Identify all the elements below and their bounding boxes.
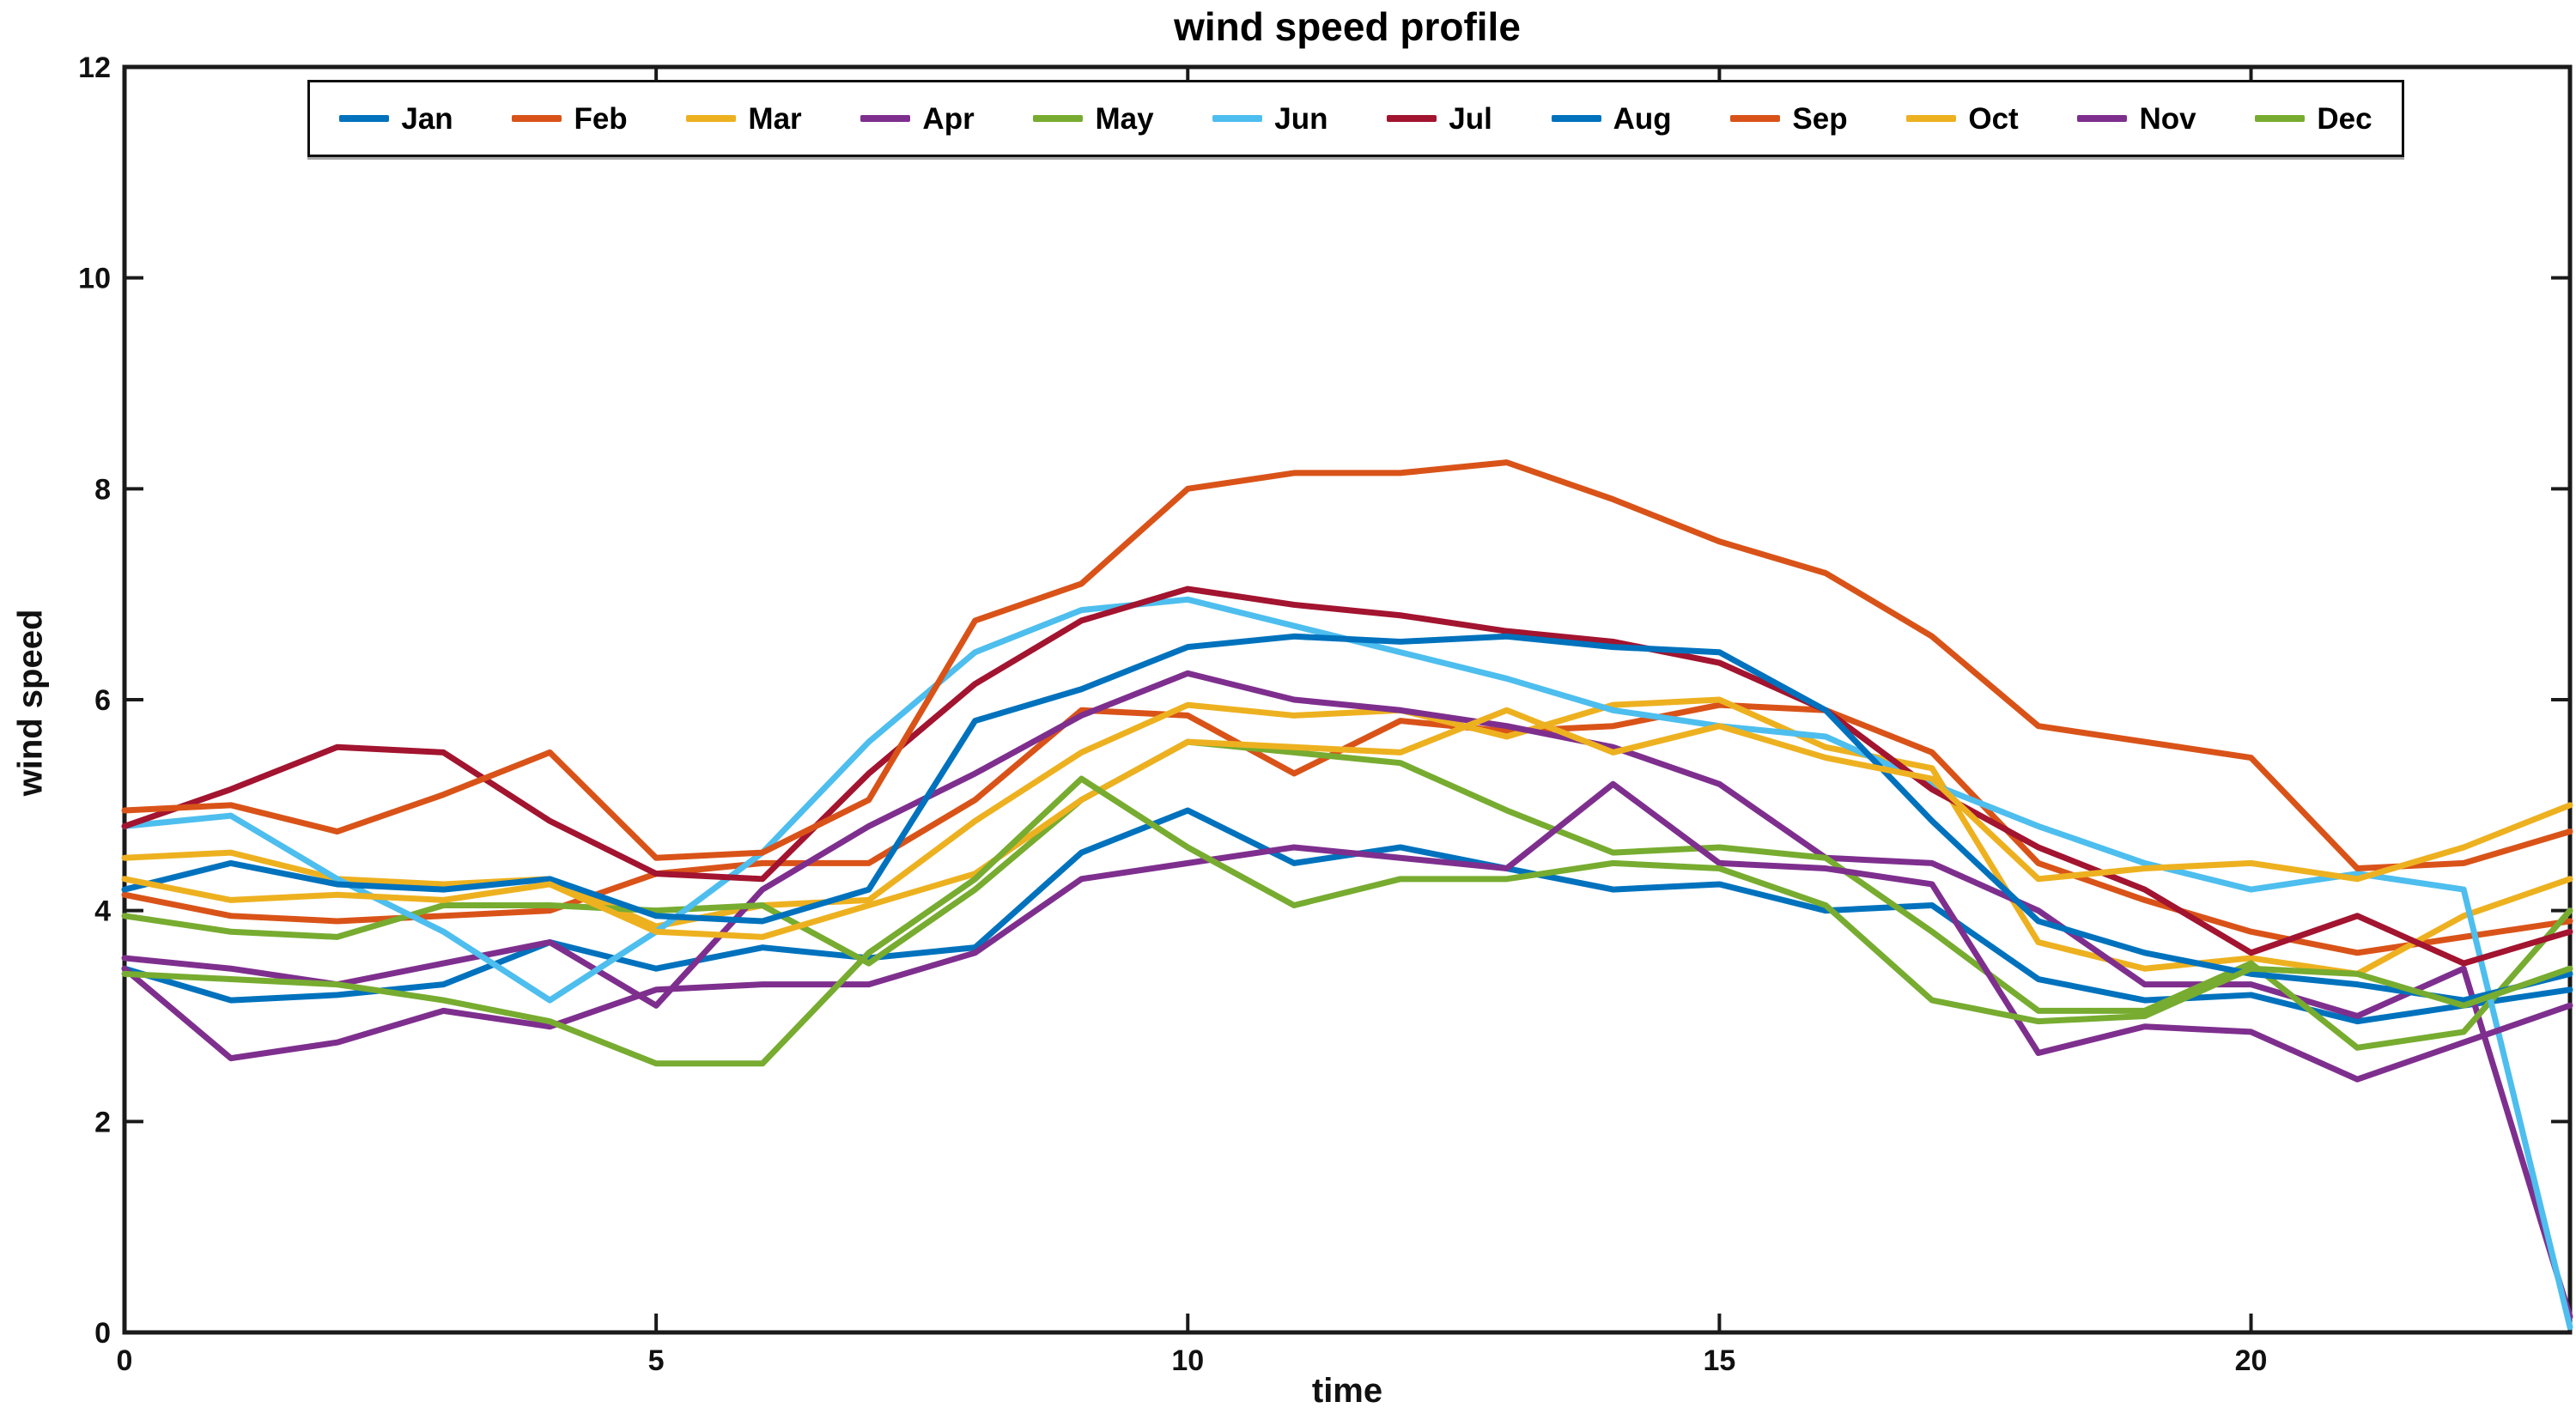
chart-title: wind speed profile bbox=[1174, 4, 1521, 49]
legend-item-apr: Apr bbox=[860, 101, 975, 136]
legend-label-jan: Jan bbox=[401, 101, 453, 136]
series-line-apr bbox=[121, 670, 2573, 1320]
legend-label-nov: Nov bbox=[2139, 101, 2196, 136]
legend-label-dec: Dec bbox=[2317, 101, 2372, 136]
legend-swatch-mar bbox=[686, 115, 737, 122]
y-tick-label: 6 bbox=[94, 684, 111, 717]
legend-swatch-sep bbox=[1730, 115, 1781, 122]
y-tick-label: 8 bbox=[94, 473, 111, 506]
legend-label-jul: Jul bbox=[1449, 101, 1492, 136]
x-axis-label: time bbox=[1311, 1372, 1383, 1410]
y-tick-label: 12 bbox=[78, 52, 111, 84]
legend-swatch-apr bbox=[860, 115, 911, 122]
y-tick-label: 2 bbox=[94, 1106, 111, 1138]
legend-item-dec: Dec bbox=[2255, 104, 2372, 134]
legend-label-feb: Feb bbox=[574, 101, 628, 136]
series-line-dec bbox=[121, 775, 2573, 1067]
y-axis-label: wind speed bbox=[11, 609, 50, 797]
legend-swatch-jul bbox=[1387, 115, 1437, 122]
legend-label-jun: Jun bbox=[1274, 101, 1328, 136]
y-tick-label: 4 bbox=[94, 895, 111, 928]
series-line-may bbox=[121, 738, 2573, 1051]
series-line-nov bbox=[121, 780, 2573, 1083]
legend-label-aug: Aug bbox=[1613, 101, 1672, 136]
legend-swatch-dec bbox=[2255, 115, 2306, 122]
legend-item-aug: Aug bbox=[1551, 101, 1672, 136]
legend-swatch-jan bbox=[339, 115, 390, 122]
legend-item-feb: Feb bbox=[512, 101, 628, 136]
series-line-aug bbox=[121, 633, 2573, 1004]
series-line-sep bbox=[121, 459, 2573, 872]
legend-item-nov: Nov bbox=[2077, 104, 2196, 134]
series-line-oct bbox=[121, 707, 2573, 940]
legend-label-sep: Sep bbox=[1792, 101, 1848, 136]
x-tick-label: 5 bbox=[648, 1344, 665, 1377]
legend-label-mar: Mar bbox=[748, 101, 802, 136]
legend-label-may: May bbox=[1095, 101, 1154, 136]
legend-swatch-jun bbox=[1212, 115, 1263, 122]
y-tick-label: 10 bbox=[78, 263, 111, 295]
legend-swatch-feb bbox=[512, 115, 562, 122]
x-tick-label: 20 bbox=[2235, 1344, 2268, 1377]
legend-item-oct: Oct bbox=[1906, 101, 2019, 136]
legend-item-jan: Jan bbox=[339, 104, 453, 134]
legend-item-may: May bbox=[1033, 101, 1154, 136]
legend-swatch-aug bbox=[1551, 115, 1601, 122]
legend-item-sep: Sep bbox=[1730, 101, 1848, 136]
legend-label-apr: Apr bbox=[922, 101, 975, 136]
plot-box bbox=[122, 64, 2573, 1335]
legend-item-mar: Mar bbox=[686, 101, 802, 136]
legend-label-oct: Oct bbox=[1968, 101, 2019, 136]
legend: Jan Feb Mar Apr May Jun Jul Aug Sep Oct Nov Dec bbox=[307, 80, 2404, 157]
x-tick-label: 0 bbox=[117, 1344, 133, 1377]
series-line-jul bbox=[121, 586, 2573, 967]
legend-swatch-oct bbox=[1906, 115, 1957, 122]
x-tick-label: 10 bbox=[1171, 1344, 1204, 1377]
legend-swatch-nov bbox=[2077, 115, 2128, 122]
legend-item-jun: Jun bbox=[1212, 101, 1328, 136]
y-tick-label: 0 bbox=[94, 1317, 111, 1350]
x-tick-label: 15 bbox=[1703, 1344, 1735, 1377]
legend-item-jul: Jul bbox=[1387, 104, 1492, 134]
legend-swatch-may bbox=[1033, 115, 1084, 122]
